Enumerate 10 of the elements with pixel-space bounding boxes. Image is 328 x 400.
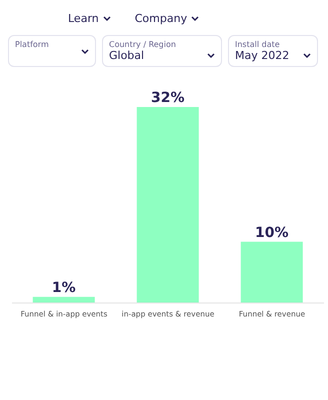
- data-label: 10%: [255, 224, 289, 241]
- data-label: 1%: [52, 280, 76, 296]
- data-label: 32%: [151, 90, 185, 106]
- text: Company: [134, 12, 188, 25]
- text: May 2022: [235, 49, 290, 62]
- text: Country / Region: [109, 40, 177, 49]
- text: Global: [109, 49, 144, 62]
- text: Platform: [15, 40, 50, 49]
- text: Learn: [68, 12, 100, 25]
- text: Install date: [235, 40, 281, 49]
